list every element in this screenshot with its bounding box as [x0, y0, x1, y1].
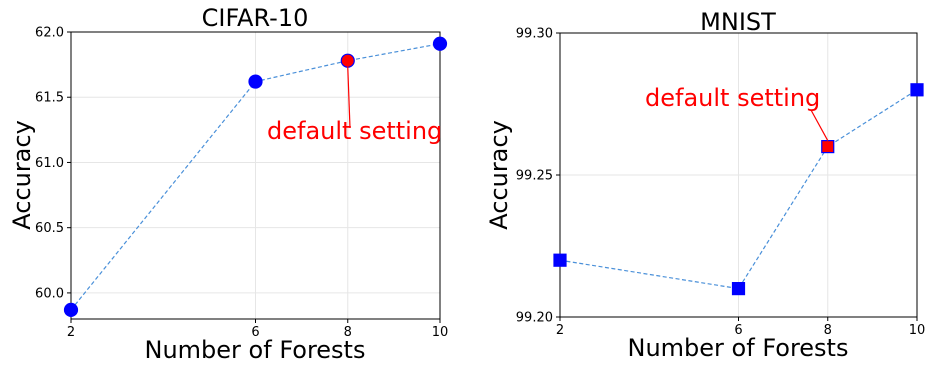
cifar10-y-axis-label: Accuracy [8, 120, 36, 230]
mnist-y-tick-label: 99.20 [516, 311, 553, 326]
mnist-ticks: 2 6 8 10 99.20 99.25 99.30 [516, 27, 925, 339]
cifar10-y-tick-label: 60.5 [35, 221, 64, 236]
cifar10-highlight-point [340, 53, 355, 68]
cifar10-y-tick-label: 62.0 [35, 26, 64, 41]
cifar10-series [63, 36, 448, 317]
mnist-y-tick-label: 99.25 [516, 169, 553, 184]
cifar10-x-tick-label: 10 [432, 325, 449, 340]
mnist-highlight-point [821, 140, 835, 154]
mnist-annotation-arrow [810, 109, 829, 141]
cifar10-x-tick-label: 6 [251, 325, 259, 340]
mnist-y-tick-label: 99.30 [516, 27, 553, 42]
cifar10-data-point [432, 36, 448, 51]
cifar10-y-tick-label: 60.0 [35, 286, 64, 301]
mnist-chart: MNIST Number of Forests Accuracy 2 6 8 10 99… [485, 8, 925, 362]
mnist-grid [559, 32, 918, 318]
mnist-x-tick-label: 8 [824, 323, 832, 338]
mnist-data-point [731, 282, 746, 296]
cifar10-ticks: 2 6 8 10 60.0 60.5 61.0 61.5 62.0 [35, 26, 448, 341]
cifar10-chart: CIFAR-10 Number of Forests Accuracy 2 6 8 1… [8, 4, 448, 364]
cifar10-data-point [63, 302, 79, 317]
cifar10-title: CIFAR-10 [202, 4, 309, 32]
mnist-x-tick-label: 10 [909, 323, 926, 338]
cifar10-annotation: default setting [267, 117, 442, 145]
mnist-series [553, 83, 924, 296]
mnist-x-axis-label: Number of Forests [628, 334, 849, 362]
cifar10-y-tick-label: 61.5 [35, 91, 64, 106]
cifar10-data-point [248, 74, 263, 89]
mnist-data-point [553, 253, 567, 267]
cifar10-x-tick-label: 2 [67, 325, 75, 340]
mnist-annotation: default setting [645, 84, 820, 112]
cifar10-x-axis-label: Number of Forests [145, 336, 366, 364]
mnist-data-point [910, 83, 924, 97]
mnist-x-tick-label: 2 [556, 323, 564, 338]
mnist-y-axis-label: Accuracy [485, 120, 513, 230]
mnist-title: MNIST [700, 8, 776, 36]
cifar10-annotation-arrow [347, 66, 351, 129]
cifar10-series-line [70, 43, 441, 311]
cifar10-annotation-group: default setting [267, 66, 442, 145]
mnist-annotation-group: default setting [645, 84, 829, 141]
cifar10-x-tick-label: 8 [344, 325, 352, 340]
mnist-x-tick-label: 6 [734, 323, 742, 338]
cifar10-y-tick-label: 61.0 [35, 156, 64, 171]
